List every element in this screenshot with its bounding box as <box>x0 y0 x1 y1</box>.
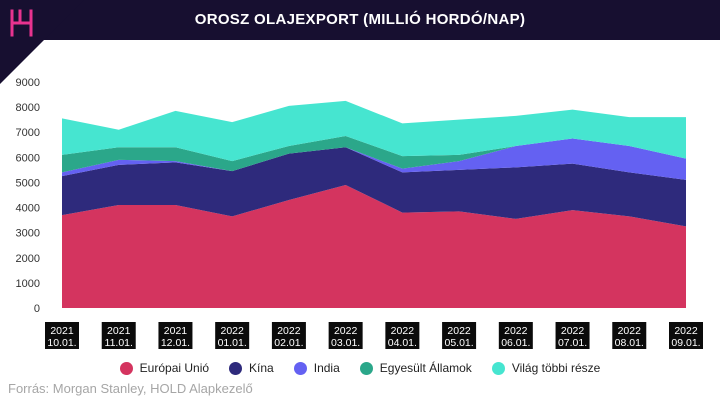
x-tick-box <box>612 322 647 349</box>
y-tick-label: 7000 <box>16 127 40 139</box>
title-bar <box>0 0 720 40</box>
x-tick-label-date: 12.01. <box>161 337 190 349</box>
legend-swatch <box>359 361 373 375</box>
legend: Európai Unió Kína India Egyesült Államok Vil… <box>0 358 720 378</box>
x-tick-box <box>215 322 250 349</box>
y-tick-label: 6000 <box>16 152 40 164</box>
legend-swatch <box>491 361 505 375</box>
legend-swatch <box>229 361 243 375</box>
x-tick-label-date: 09.01. <box>671 337 700 349</box>
legend-label: India <box>313 361 340 375</box>
legend-item: Európai Unió <box>119 361 210 375</box>
x-tick-label-year: 2022 <box>561 325 585 337</box>
x-tick-box <box>158 322 193 349</box>
x-tick-label-date: 08.01. <box>615 337 644 349</box>
x-tick-label-date: 06.01. <box>501 337 530 349</box>
x-tick-label-year: 2022 <box>221 325 245 337</box>
source-note: Forrás: Morgan Stanley, HOLD Alapkezelő <box>8 381 253 396</box>
x-tick-label-year: 2022 <box>391 325 415 337</box>
area-series-1 <box>62 147 686 227</box>
y-tick-label: 8000 <box>16 102 40 114</box>
x-tick-label-year: 2022 <box>277 325 301 337</box>
x-tick-box <box>555 322 590 349</box>
y-tick-label: 1000 <box>16 278 40 290</box>
x-tick-label-date: 05.01. <box>444 337 473 349</box>
y-tick-label: 4000 <box>16 203 40 215</box>
y-tick-label: 9000 <box>16 77 40 89</box>
x-tick-label-year: 2022 <box>674 325 698 337</box>
x-tick-box <box>271 322 306 349</box>
legend-label: Egyesült Államok <box>379 361 472 375</box>
x-tick-box <box>101 322 136 349</box>
x-tick-box <box>385 322 420 349</box>
chart: 0 1000 2000 3000 4000 5000 6000 7000 8000 9000 202… <box>16 77 703 349</box>
legend-item: Egyesült Államok <box>359 361 472 375</box>
hold-logo <box>10 9 33 37</box>
x-tick-label-year: 2021 <box>50 325 74 337</box>
y-tick-label: 0 <box>34 303 40 315</box>
x-tick-label-date: 11.01. <box>105 337 133 349</box>
x-tick-label-date: 10.01. <box>47 337 76 349</box>
x-tick-label-year: 2021 <box>107 325 131 337</box>
x-tick-label-date: 01.01. <box>218 337 247 349</box>
x-tick-label-date: 03.01. <box>331 337 360 349</box>
x-tick-box <box>328 322 363 349</box>
x-tick-box <box>45 322 79 349</box>
area-series-0 <box>62 184 686 308</box>
legend-item: India <box>293 361 340 375</box>
legend-label: Kína <box>249 361 274 375</box>
logo-background <box>0 0 84 84</box>
area-series-3 <box>62 135 686 173</box>
area-series-4 <box>62 100 686 162</box>
x-tick-box <box>442 322 477 349</box>
x-tick-label-year: 2022 <box>447 325 471 337</box>
chart-title: OROSZ OLAJEXPORT (MILLIÓ HORDÓ/NAP) <box>194 11 526 28</box>
x-tick-label-date: 04.01. <box>388 337 417 349</box>
y-tick-label: 2000 <box>16 253 40 265</box>
legend-swatch <box>293 361 307 375</box>
x-tick-label-date: 02.01. <box>274 337 303 349</box>
x-tick-label-year: 2021 <box>164 325 188 337</box>
legend-item: Világ többi része <box>491 361 601 375</box>
x-tick-label-date: 07.01. <box>558 337 587 349</box>
x-tick-label-year: 2022 <box>618 325 642 337</box>
legend-item: Kína <box>229 361 274 375</box>
y-tick-label: 5000 <box>16 177 40 189</box>
legend-label: Világ többi része <box>511 361 601 375</box>
area-series-2 <box>62 138 686 180</box>
legend-label: Európai Unió <box>139 361 210 375</box>
x-tick-box <box>498 322 533 349</box>
x-tick-label-year: 2022 <box>504 325 528 337</box>
legend-swatch <box>119 361 133 375</box>
x-tick-label-year: 2022 <box>334 325 358 337</box>
y-tick-label: 3000 <box>16 228 40 240</box>
x-tick-box <box>669 322 703 349</box>
